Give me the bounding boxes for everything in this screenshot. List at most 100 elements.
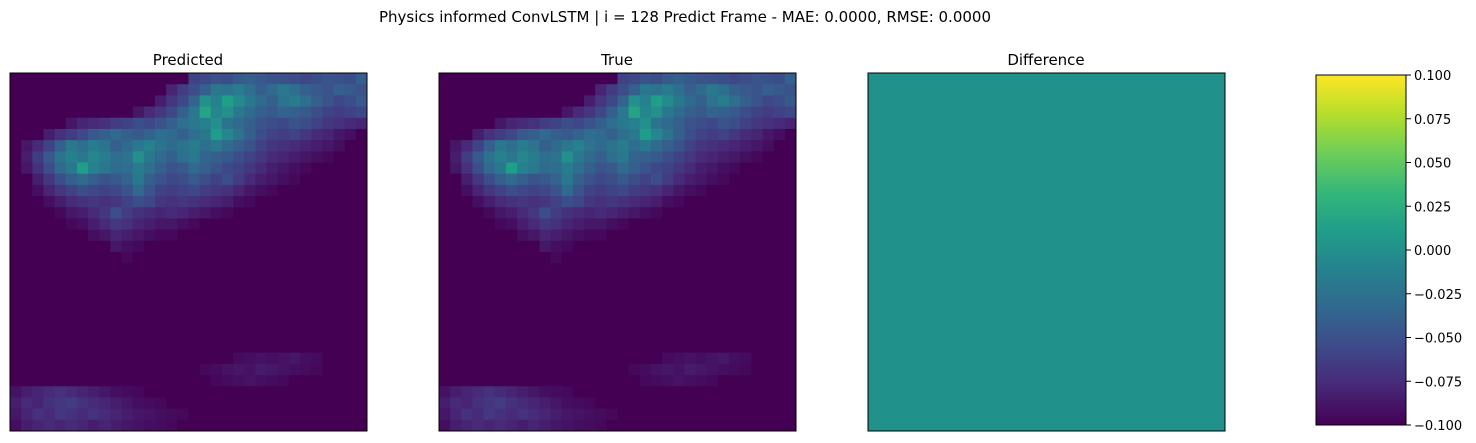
predicted-cell — [10, 117, 22, 130]
true-cell — [528, 229, 540, 242]
true-cell — [584, 173, 596, 186]
true-cell — [494, 363, 507, 376]
predicted-cell — [255, 218, 267, 231]
true-cell — [528, 84, 540, 96]
true-cell — [450, 397, 462, 410]
true-cell — [572, 419, 585, 432]
predicted-cell — [255, 397, 267, 410]
true-cell — [606, 73, 618, 85]
panel-title-predicted: Predicted — [153, 51, 223, 69]
predicted-cell — [288, 151, 301, 163]
predicted-cell — [244, 419, 256, 432]
true-cell — [662, 229, 674, 242]
predicted-cell — [266, 341, 279, 354]
true-cell — [639, 263, 652, 275]
predicted-cell — [221, 151, 234, 163]
true-cell — [584, 274, 596, 286]
predicted-cell — [199, 296, 212, 309]
true-cell — [539, 397, 551, 410]
true-cell — [617, 196, 630, 208]
predicted-cell — [110, 386, 122, 398]
predicted-cell — [88, 296, 100, 309]
true-cell — [472, 319, 485, 331]
true-cell — [650, 207, 663, 219]
predicted-cell — [355, 319, 368, 331]
predicted-cell — [210, 84, 223, 96]
true-cell — [628, 274, 641, 286]
true-cell — [595, 375, 607, 387]
true-cell — [595, 151, 607, 163]
true-cell — [650, 117, 663, 130]
predicted-cell — [233, 196, 245, 208]
true-cell — [461, 196, 473, 208]
true-cell — [461, 240, 473, 253]
predicted-cell — [10, 184, 22, 197]
predicted-cell — [322, 84, 334, 96]
predicted-cell — [188, 84, 201, 96]
true-cell — [450, 184, 462, 197]
true-cell — [584, 151, 596, 163]
true-cell — [773, 419, 786, 432]
true-cell — [439, 397, 451, 410]
predicted-cell — [277, 363, 290, 376]
predicted-cell — [54, 296, 67, 309]
predicted-cell — [199, 218, 212, 231]
predicted-cell — [110, 151, 122, 163]
true-cell — [639, 319, 652, 331]
true-cell — [762, 218, 775, 231]
predicted-cell — [43, 73, 56, 85]
predicted-cell — [266, 274, 279, 286]
predicted-cell — [10, 375, 22, 387]
predicted-cell — [143, 252, 156, 264]
true-cell — [517, 117, 529, 130]
true-cell — [673, 229, 685, 242]
predicted-cell — [210, 196, 223, 208]
predicted-cell — [288, 229, 301, 242]
predicted-cell — [210, 106, 223, 119]
colorbar-tick-label: 0.025 — [1414, 200, 1451, 215]
predicted-cell — [221, 386, 234, 398]
predicted-cell — [300, 207, 312, 219]
true-cell — [584, 196, 596, 208]
true-cell — [461, 408, 473, 421]
true-cell — [606, 140, 618, 152]
predicted-cell — [244, 128, 256, 141]
predicted-cell — [344, 341, 357, 354]
predicted-cell — [43, 386, 56, 398]
predicted-cell — [221, 140, 234, 152]
true-cell — [684, 106, 696, 119]
predicted-cell — [32, 218, 44, 231]
true-cell — [717, 285, 730, 298]
true-cell — [762, 386, 775, 398]
predicted-cell — [266, 84, 279, 96]
predicted-cell — [177, 95, 189, 107]
predicted-cell — [233, 106, 245, 119]
true-cell — [539, 218, 551, 231]
predicted-cell — [132, 106, 145, 119]
predicted-cell — [322, 341, 334, 354]
true-cell — [439, 341, 451, 354]
predicted-cell — [288, 117, 301, 130]
true-cell — [773, 386, 786, 398]
true-cell — [639, 73, 652, 85]
true-cell — [528, 285, 540, 298]
predicted-cell — [88, 162, 100, 175]
predicted-cell — [221, 307, 234, 320]
true-cell — [650, 229, 663, 242]
true-cell — [784, 151, 797, 163]
true-cell — [561, 408, 574, 421]
predicted-cell — [333, 319, 346, 331]
true-cell — [595, 397, 607, 410]
true-cell — [561, 307, 574, 320]
true-cell — [584, 106, 596, 119]
true-cell — [639, 240, 652, 253]
true-cell — [729, 296, 741, 309]
true-cell — [528, 296, 540, 309]
predicted-cell — [300, 196, 312, 208]
true-cell — [751, 274, 763, 286]
true-cell — [740, 285, 752, 298]
true-cell — [561, 296, 574, 309]
predicted-cell — [355, 73, 368, 85]
true-cell — [572, 106, 585, 119]
predicted-cell — [76, 140, 89, 152]
